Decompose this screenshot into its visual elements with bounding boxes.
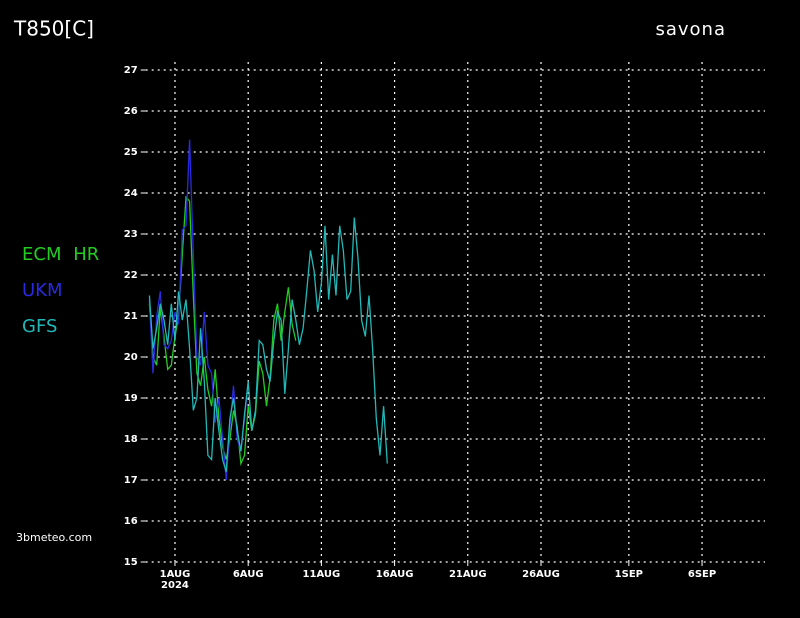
x-tick-label: 1AUG xyxy=(160,569,191,580)
y-tick-label: 26 xyxy=(124,106,138,117)
chart-title: T850[C] xyxy=(13,17,94,41)
series-line xyxy=(148,217,388,472)
y-tick-label: 18 xyxy=(124,434,138,445)
legend-entry: UKM xyxy=(22,280,63,301)
x-tick-label: 1SEP xyxy=(615,569,643,580)
x-tick-label: 6SEP xyxy=(688,569,716,580)
y-tick-label: 15 xyxy=(124,557,138,568)
y-tick-label: 19 xyxy=(124,393,138,404)
y-tick-label: 24 xyxy=(124,188,138,199)
x-tick-label: 21AUG xyxy=(449,569,487,580)
legend-entry: ECM HR xyxy=(22,244,99,265)
y-tick-label: 22 xyxy=(124,270,138,281)
legend-entry: GFS xyxy=(22,316,57,337)
x-year-label: 2024 xyxy=(161,580,189,591)
x-tick-label: 6AUG xyxy=(233,569,264,580)
series-line xyxy=(148,195,297,467)
y-tick-label: 21 xyxy=(124,311,138,322)
y-tick-label: 16 xyxy=(124,516,138,527)
y-tick-label: 17 xyxy=(124,475,138,486)
x-tick-label: 26AUG xyxy=(522,569,560,580)
y-tick-label: 23 xyxy=(124,229,138,240)
y-tick-label: 25 xyxy=(124,147,138,158)
x-tick-label: 16AUG xyxy=(376,569,414,580)
source: 3bmeteo.com xyxy=(16,531,92,544)
location: savona xyxy=(655,19,726,40)
y-tick-label: 27 xyxy=(124,65,138,76)
y-tick-label: 20 xyxy=(124,352,138,363)
x-tick-label: 11AUG xyxy=(303,569,341,580)
